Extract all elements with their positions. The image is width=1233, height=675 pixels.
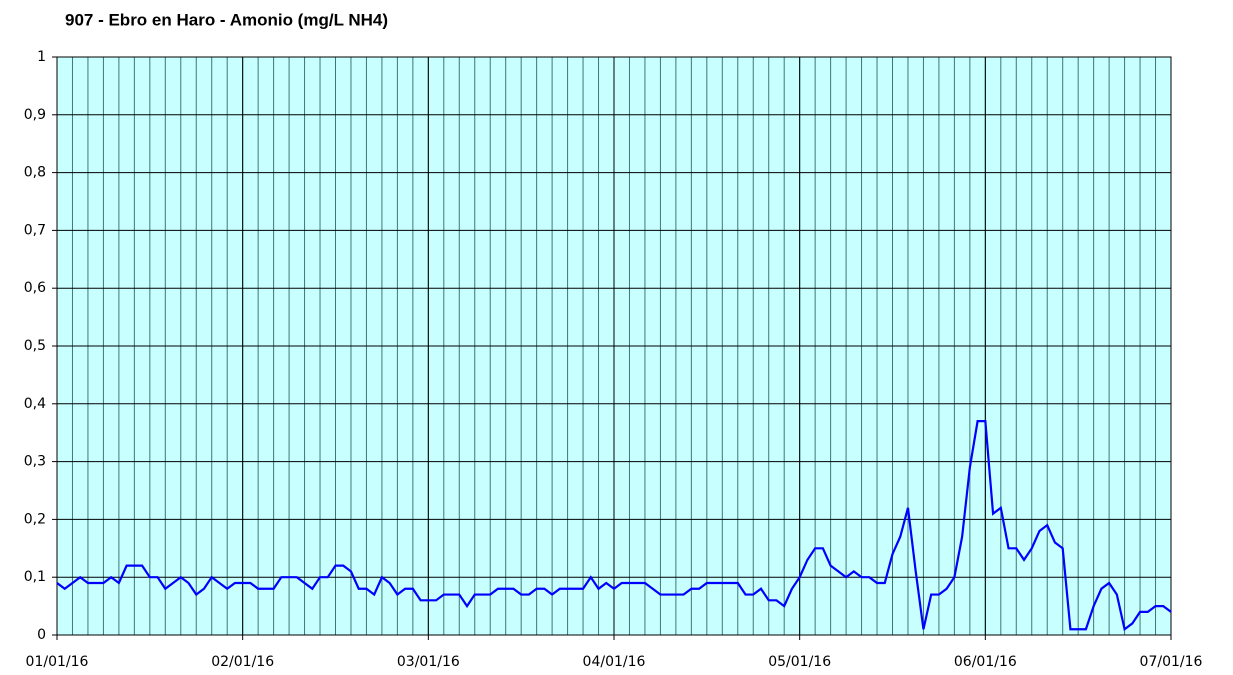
x-tick-label: 05/01/16 (768, 654, 831, 670)
x-tick-label: 07/01/16 (1140, 654, 1203, 670)
x-tick-label: 01/01/16 (26, 654, 89, 670)
chart-title: 907 - Ebro en Haro - Amonio (mg/L NH4) (65, 10, 388, 29)
x-tick-label: 02/01/16 (211, 654, 274, 670)
y-tick-label: 0,3 (24, 454, 46, 470)
y-tick-label: 0,6 (24, 280, 46, 296)
y-tick-label: 0,8 (24, 165, 46, 181)
x-tick-label: 03/01/16 (397, 654, 460, 670)
y-tick-label: 0,5 (24, 338, 46, 354)
y-tick-label: 0,9 (24, 107, 46, 123)
y-tick-label: 0,4 (24, 396, 46, 412)
y-tick-label: 0,1 (24, 569, 46, 585)
y-tick-label: 1 (37, 49, 46, 65)
y-tick-label: 0 (37, 627, 46, 643)
y-tick-label: 0,2 (24, 511, 46, 527)
x-tick-label: 06/01/16 (954, 654, 1017, 670)
y-tick-label: 0,7 (24, 222, 46, 238)
x-tick-label: 04/01/16 (583, 654, 646, 670)
data-line (56, 420, 1172, 632)
plot-border (56, 56, 1172, 636)
